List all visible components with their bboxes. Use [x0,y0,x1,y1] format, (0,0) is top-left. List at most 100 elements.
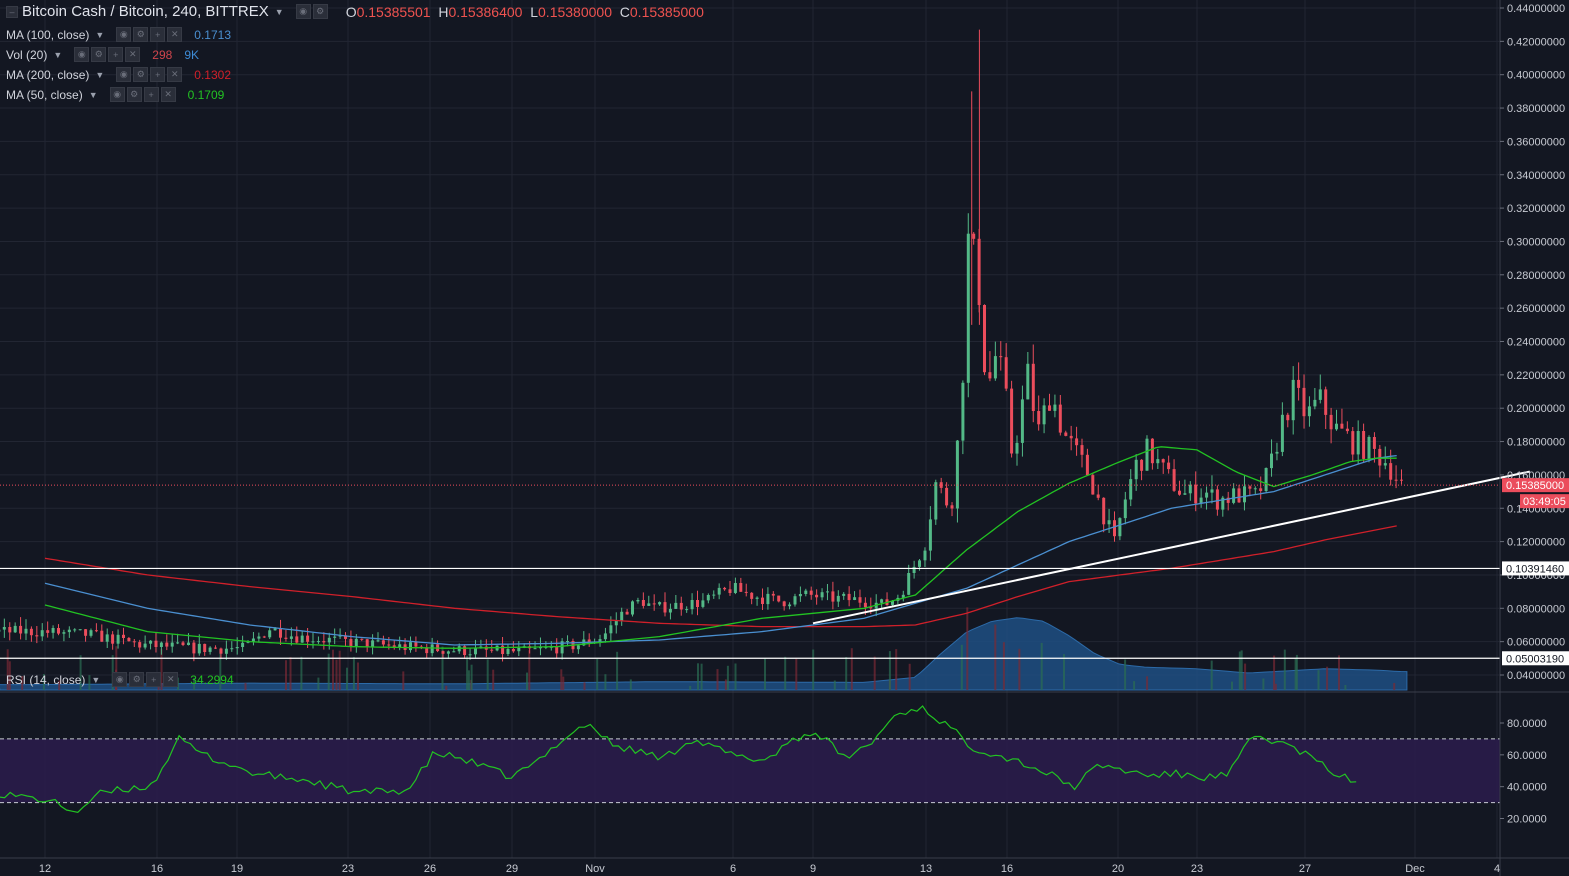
candle-body [733,583,737,593]
candle-body [230,648,234,650]
candle-body [1280,414,1284,452]
volume-bar [1146,676,1149,690]
candle-body [479,646,483,648]
volume-bar [1338,655,1340,690]
candle-body [381,640,385,645]
gear-icon[interactable]: ⚙ [129,672,145,687]
candle-body [13,625,17,633]
candle-body [1080,445,1084,455]
close-icon[interactable]: ✕ [167,27,183,42]
price-tick-label: 0.20000000 [1507,403,1565,415]
volume-bar [1240,650,1243,690]
candle-body [1286,414,1290,421]
candle-body [73,629,77,631]
candle-body [111,634,115,644]
eye-icon[interactable]: ◉ [116,27,132,42]
volume-bar [764,658,766,690]
level-low-label-bg [1502,651,1569,666]
candle-body [950,505,954,509]
candle-body [387,644,391,646]
indicator-ma200: MA (200, close) ▼ ◉ ⚙ + ✕ 0.1302 [6,67,231,82]
gear-icon[interactable]: ⚙ [133,27,149,42]
time-tick-label: 12 [39,863,51,875]
close-icon[interactable]: ✕ [167,67,183,82]
candle-body [793,596,797,605]
indicator-rsi: RSI (14, close) ▼ ◉ ⚙ + ✕ 34.2994 [6,672,234,687]
candle-body [89,630,93,636]
eye-icon[interactable]: ◉ [109,87,125,102]
candle-body [912,566,916,573]
candle-body [863,602,867,608]
candles [0,29,1403,662]
volume-bar [285,660,287,690]
candle-body [1215,489,1219,510]
volume-bar [6,649,9,690]
plus-icon[interactable]: + [108,47,124,62]
close-icon[interactable]: ✕ [125,47,141,62]
rsi-tick-label: 60.0000 [1507,750,1547,762]
candle-body [831,591,835,602]
overlays [0,470,1531,659]
candle-body [306,635,310,642]
gear-icon[interactable]: ⚙ [126,87,142,102]
eye-icon[interactable]: ◉ [295,4,311,19]
volume-bar [812,649,815,690]
eye-icon[interactable]: ◉ [74,47,90,62]
candle-body [1145,438,1149,471]
volume-bar [960,644,963,690]
chevron-down-icon[interactable]: ▼ [95,69,105,80]
candle-body [176,642,180,644]
plus-icon[interactable]: + [150,27,166,42]
candle-body [901,594,905,598]
candle-body [257,636,261,639]
gear-icon[interactable]: ⚙ [133,67,149,82]
plus-icon[interactable]: + [143,87,159,102]
candle-body [203,643,207,652]
candle-body [1134,459,1138,480]
chevron-down-icon[interactable]: ▼ [88,89,98,100]
time-tick-label: 23 [342,863,354,875]
candle-body [316,641,320,643]
candle-body [706,595,710,601]
chevron-down-icon[interactable]: ▼ [53,49,63,60]
candle-body [1302,387,1306,417]
candle-body [1356,431,1360,455]
candle-body [766,593,770,605]
time-tick-label: 16 [1001,863,1013,875]
gear-icon[interactable]: ⚙ [312,4,328,19]
close-icon[interactable]: ✕ [163,672,179,687]
eye-icon[interactable]: ◉ [112,672,128,687]
symbol-title[interactable]: Bitcoin Cash / Bitcoin, 240, BITTREX [22,3,269,20]
candle-body [116,634,120,644]
close-icon[interactable]: ✕ [160,87,176,102]
candle-body [972,233,976,239]
countdown-bg [1520,494,1569,509]
level-high-label: 0.10391460 [1506,563,1564,575]
candle-body [788,604,792,607]
eye-icon[interactable]: ◉ [116,67,132,82]
collapse-icon[interactable]: – [6,5,18,18]
plus-icon[interactable]: + [146,672,162,687]
chevron-down-icon[interactable]: ▼ [274,6,284,17]
time-tick-label: 27 [1299,863,1311,875]
candle-body [625,611,629,615]
chevron-down-icon[interactable]: ▼ [91,674,101,685]
rsi-line [0,705,1357,813]
chevron-down-icon[interactable]: ▼ [95,29,105,40]
candle-body [836,595,840,602]
candle-body [539,647,542,649]
close-value: 0.15385000 [629,3,704,20]
volume-bar [445,685,448,690]
ma100-line [44,454,1397,646]
volume-bar [1344,685,1347,690]
candle-body [149,640,153,644]
gear-icon[interactable]: ⚙ [91,47,107,62]
high-value: 0.15386400 [448,3,523,20]
plus-icon[interactable]: + [150,67,166,82]
candle-body [1199,497,1203,504]
volume-bar [1238,651,1241,690]
candle-body [143,643,147,648]
volume-bar [335,659,338,690]
candle-body [1297,379,1301,388]
